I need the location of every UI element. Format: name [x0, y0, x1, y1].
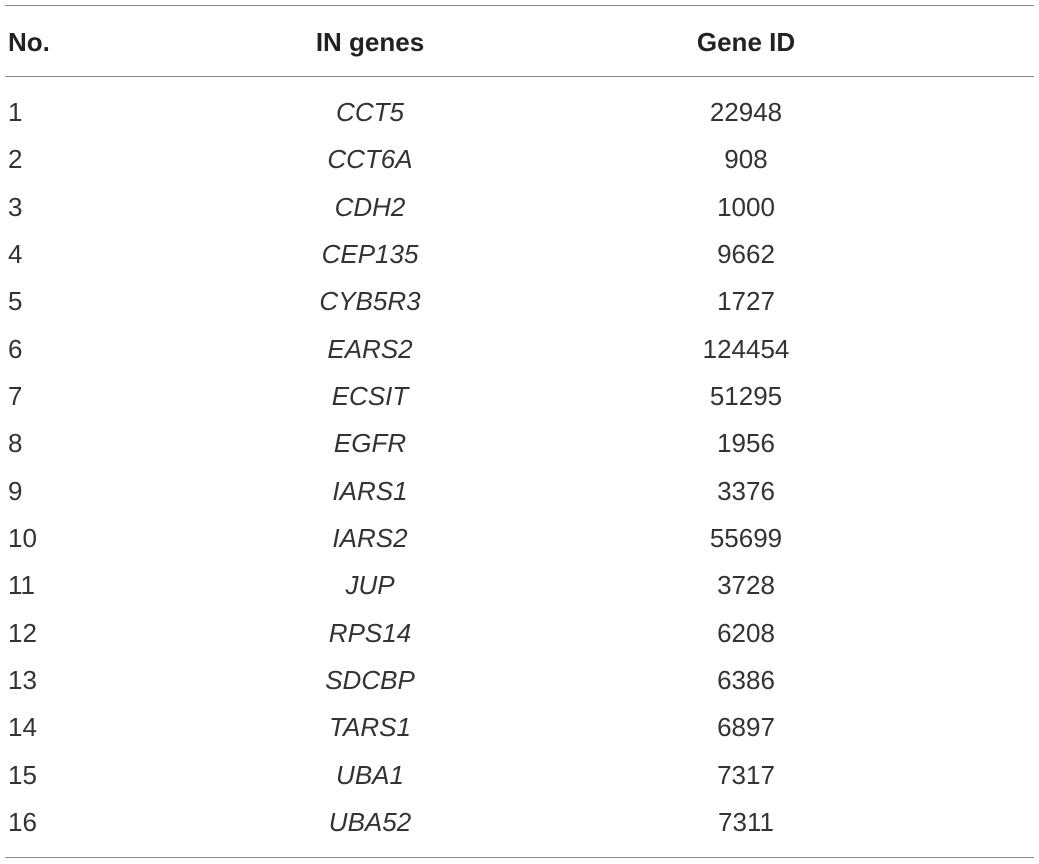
table-cell: CDH2: [334, 191, 406, 222]
table-cell: JUP: [345, 570, 395, 601]
table-cell: CCT6A: [327, 144, 413, 175]
table-cell: 3: [8, 191, 23, 222]
table-cell: 14: [8, 712, 37, 743]
table-cell: 10: [8, 522, 37, 553]
table-cell: 7: [8, 380, 23, 411]
table-cell: CYB5R3: [319, 286, 421, 317]
table-cell: TARS1: [329, 712, 411, 743]
table-cell: 1956: [717, 428, 775, 459]
table-cell: 55699: [709, 522, 783, 553]
table-cell: 6897: [717, 712, 775, 743]
table-cell: 9662: [717, 238, 775, 269]
table-cell: 12: [8, 617, 37, 648]
table-cell: 6386: [717, 664, 775, 695]
header-cell: IN genes: [315, 27, 425, 57]
table-cell: 1: [8, 97, 23, 127]
table-cell: IARS2: [332, 522, 408, 553]
table-cell: IARS1: [332, 475, 408, 506]
table-cell: 22948: [709, 97, 783, 127]
table-cell: 7317: [717, 759, 775, 790]
table-cell: 11: [8, 570, 35, 601]
header-rule: [5, 76, 1034, 77]
table-cell: EGFR: [333, 428, 407, 459]
bottom-rule: [5, 857, 1034, 858]
table-cell: 16: [8, 806, 37, 837]
table-cell: 1000: [717, 191, 775, 222]
table-cell: 6208: [717, 617, 775, 648]
table-cell: EARS2: [327, 333, 413, 364]
table-cell: UBA52: [328, 806, 412, 837]
table-cell: 15: [8, 759, 37, 790]
table-cell: CEP135: [321, 238, 419, 269]
table-cell: 124454: [702, 333, 790, 364]
table-cell: 3728: [717, 570, 775, 601]
table-cell: CCT5: [336, 97, 404, 127]
table-cell: UBA1: [336, 759, 404, 790]
table-cell: 9: [8, 475, 23, 506]
table-cell: SDCBP: [325, 664, 415, 695]
header-cell: Gene ID: [696, 27, 796, 57]
table-cell: 4: [8, 238, 23, 269]
table-cell: 7311: [718, 806, 774, 837]
table-cell: RPS14: [328, 617, 412, 648]
table-cell: 3376: [717, 475, 775, 506]
table-cell: 2: [8, 144, 23, 175]
table-cell: 1727: [717, 286, 775, 317]
table-cell: 13: [8, 664, 37, 695]
table-cell: 8: [8, 428, 23, 459]
top-rule: [5, 5, 1034, 6]
table-cell: 51295: [709, 380, 783, 411]
table-cell: 5: [8, 286, 23, 317]
header-cell: No.: [8, 27, 50, 57]
table-cell: 6: [8, 333, 23, 364]
table-cell: ECSIT: [331, 380, 409, 411]
table-cell: 908: [724, 144, 768, 175]
